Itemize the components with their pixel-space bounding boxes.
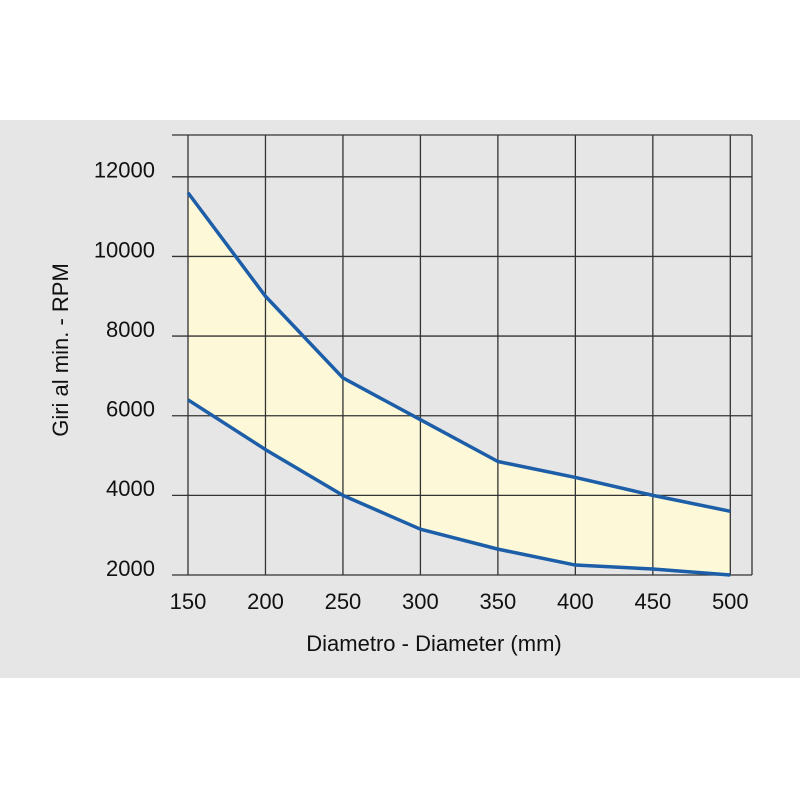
x-tick-label: 350 <box>480 589 517 614</box>
y-tick-label: 8000 <box>106 317 155 342</box>
y-tick-label: 4000 <box>106 476 155 501</box>
x-tick-label: 400 <box>557 589 594 614</box>
x-tick-label: 300 <box>402 589 439 614</box>
line-series <box>186 191 731 514</box>
x-axis-label: Diametro - Diameter (mm) <box>306 631 561 656</box>
x-tick-label: 200 <box>247 589 284 614</box>
x-tick-label: 450 <box>634 589 671 614</box>
y-tick-label: 10000 <box>94 237 155 262</box>
x-tick-label: 500 <box>712 589 749 614</box>
line-series <box>187 398 731 577</box>
background-band <box>0 120 800 678</box>
y-tick-label: 6000 <box>106 397 155 422</box>
x-tick-label: 250 <box>325 589 362 614</box>
y-axis-label: Giri al min. - RPM <box>48 263 73 437</box>
y-tick-label: 12000 <box>94 158 155 183</box>
range-fill <box>188 192 731 576</box>
y-tick-label: 2000 <box>106 556 155 581</box>
x-tick-label: 150 <box>170 589 207 614</box>
